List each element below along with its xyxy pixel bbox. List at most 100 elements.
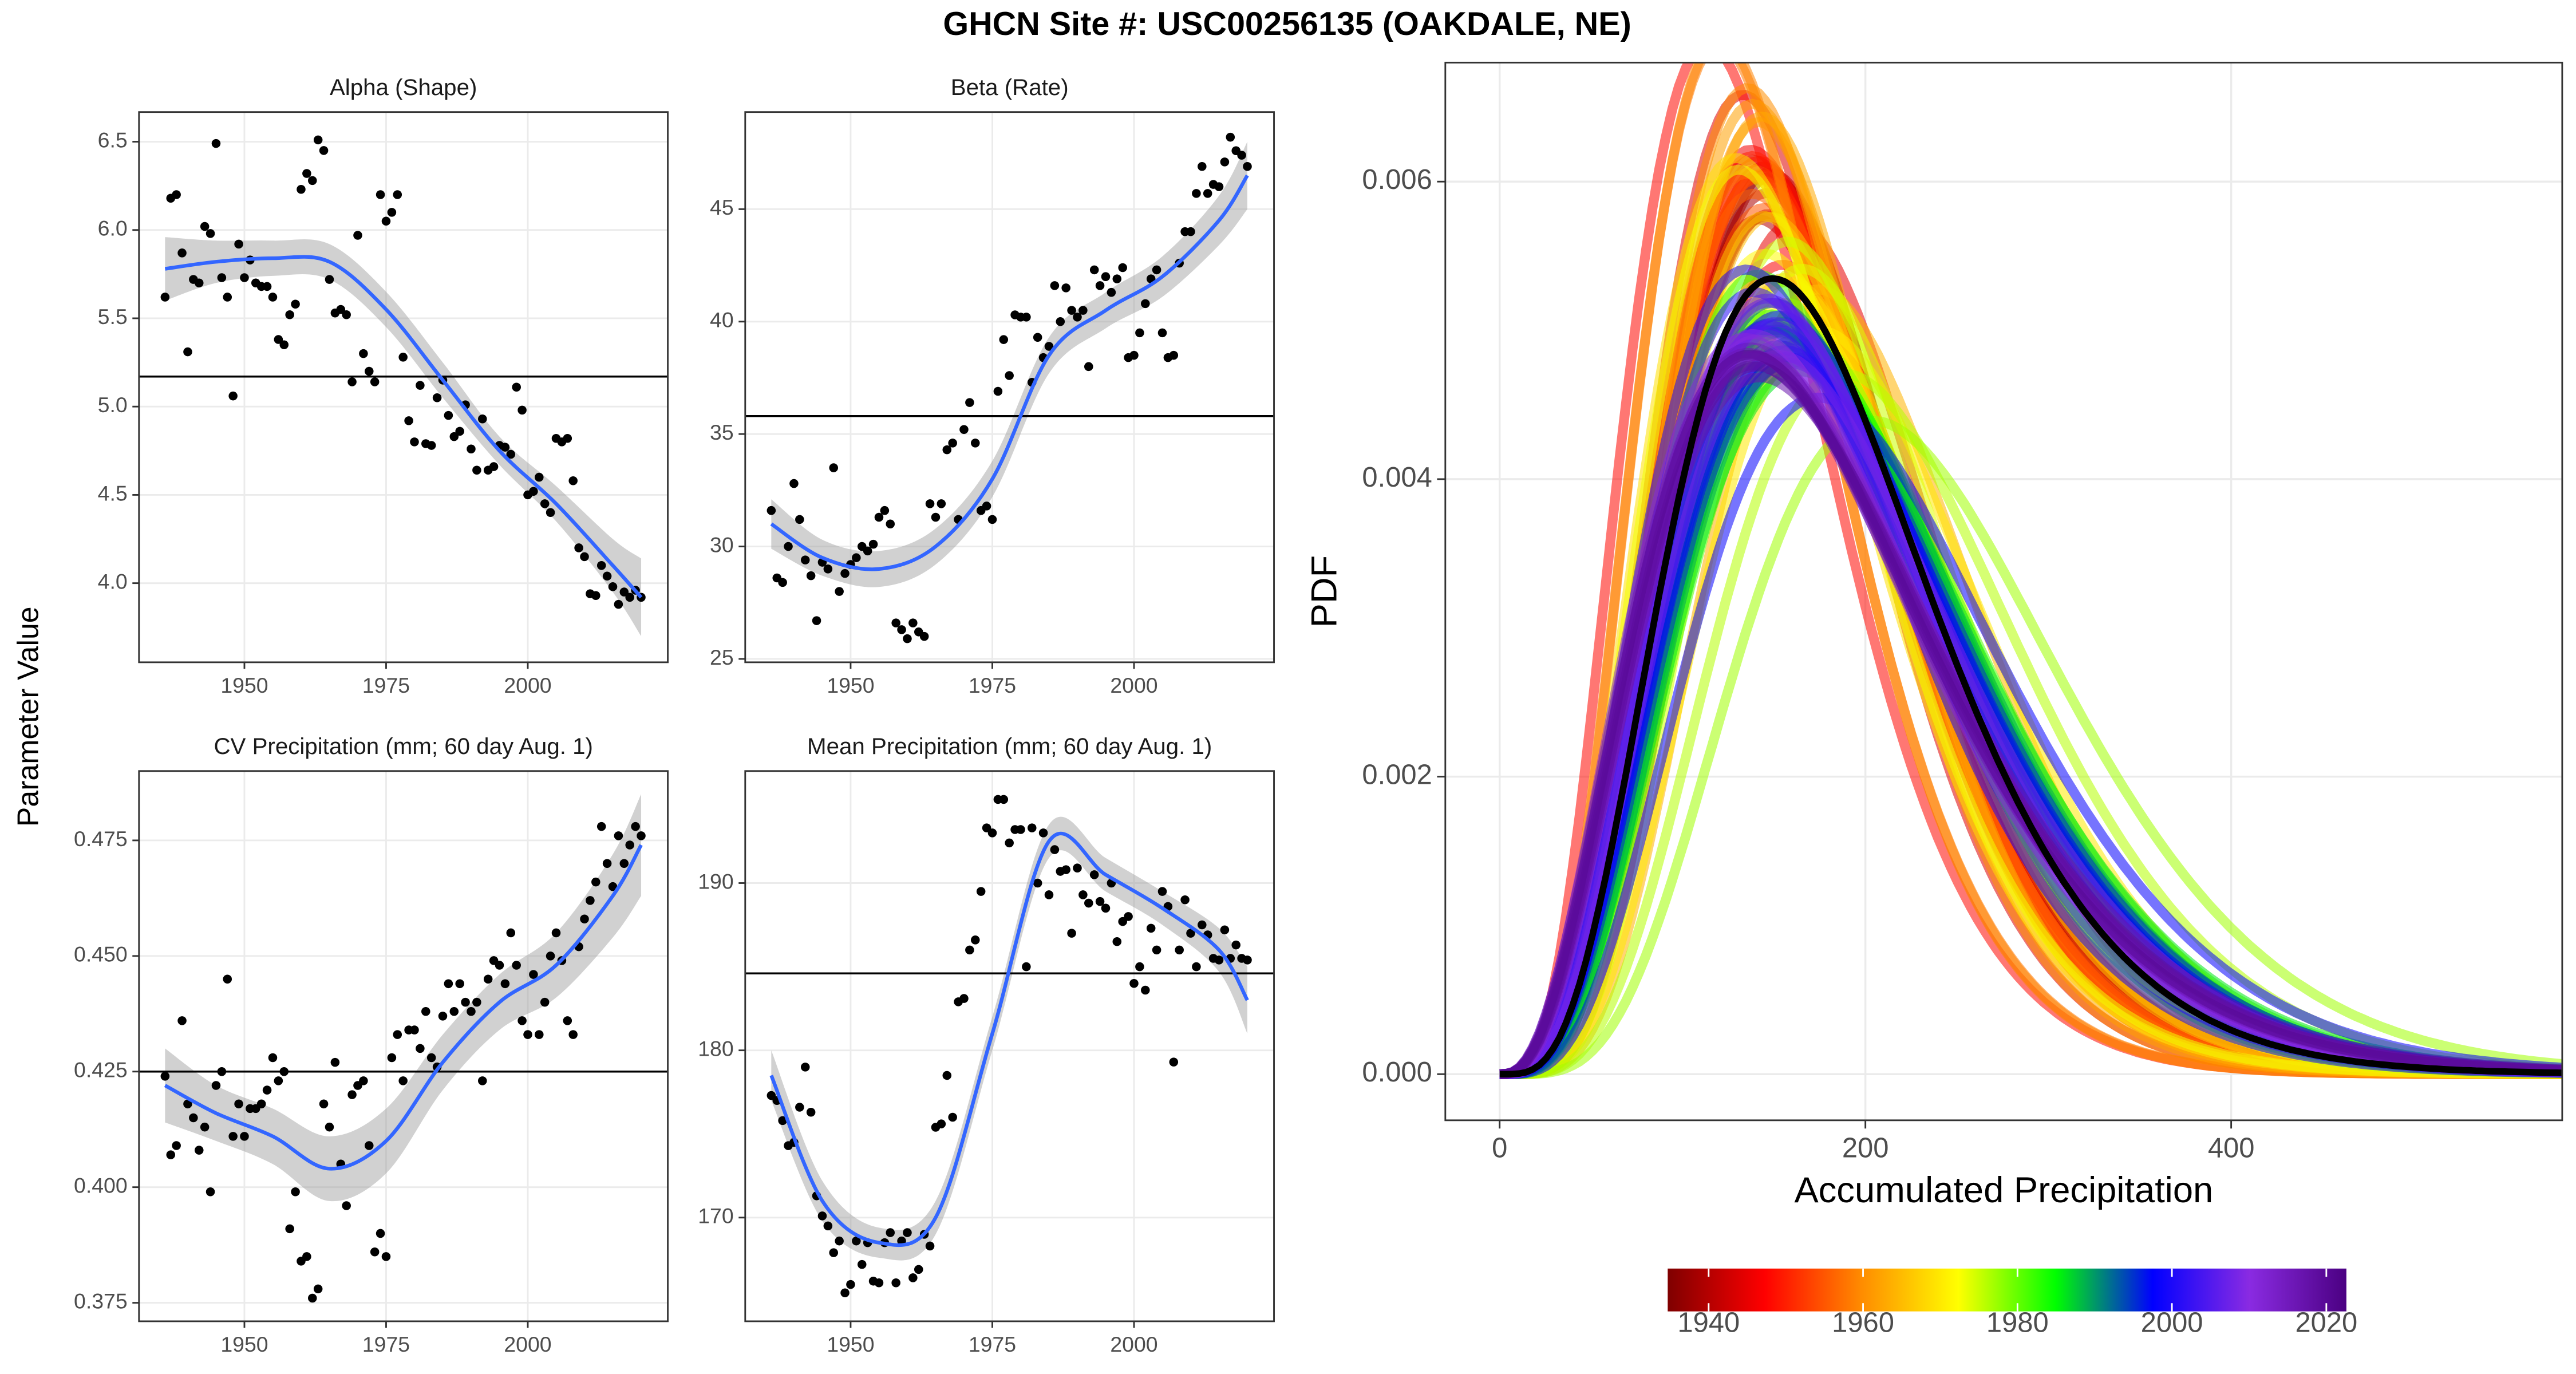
- data-point: [1129, 979, 1139, 988]
- data-point: [449, 432, 459, 441]
- data-point: [1061, 865, 1070, 874]
- data-point: [1157, 887, 1167, 896]
- data-point: [183, 1099, 192, 1109]
- smooth-line: [769, 831, 1249, 1247]
- data-point: [359, 1076, 368, 1085]
- panel-border: [744, 770, 1275, 1322]
- data-point: [812, 616, 821, 625]
- data-point: [285, 1224, 294, 1234]
- data-point: [279, 1067, 289, 1076]
- data-point: [319, 1099, 329, 1109]
- data-point: [965, 945, 974, 955]
- data-point: [483, 974, 493, 984]
- data-point: [512, 382, 521, 392]
- data-point: [1124, 912, 1133, 921]
- data-point: [608, 882, 618, 891]
- x-tick-label: 2000: [504, 673, 551, 697]
- data-point: [194, 278, 204, 288]
- data-point: [1141, 985, 1150, 995]
- data-point: [535, 1030, 544, 1039]
- data-point: [330, 1057, 340, 1067]
- data-point: [806, 571, 816, 581]
- data-point: [410, 437, 419, 447]
- data-point: [444, 410, 453, 420]
- data-point: [307, 176, 317, 185]
- data-point: [823, 1221, 833, 1231]
- data-point: [347, 377, 357, 386]
- data-point: [1084, 898, 1093, 908]
- density-curves: [1499, 62, 2562, 1079]
- x-tick-label: 1950: [827, 1332, 874, 1356]
- data-point: [506, 928, 516, 938]
- data-point: [1146, 923, 1156, 933]
- data-point: [903, 634, 912, 643]
- data-point: [591, 877, 600, 887]
- data-point: [489, 462, 499, 471]
- data-point: [942, 445, 952, 455]
- data-point: [886, 519, 895, 529]
- data-point: [970, 439, 980, 448]
- data-point: [840, 1288, 850, 1298]
- data-point: [160, 1072, 170, 1081]
- data-point: [846, 1280, 855, 1289]
- data-point: [852, 553, 861, 562]
- data-point: [189, 1113, 198, 1123]
- data-point: [319, 146, 329, 155]
- data-point: [1056, 317, 1065, 326]
- data-point: [999, 335, 1009, 344]
- data-point: [240, 273, 249, 282]
- data-point: [874, 512, 884, 522]
- y-tick-label: 25: [710, 645, 734, 669]
- data-point: [863, 546, 872, 556]
- confidence-ribbon: [165, 237, 642, 637]
- data-point: [1203, 189, 1212, 198]
- x-tick-label: 1975: [969, 1332, 1016, 1356]
- y-tick-label: 170: [698, 1204, 733, 1228]
- y-tick-label: 0.400: [74, 1174, 128, 1198]
- data-point: [478, 414, 487, 424]
- data-point: [1095, 897, 1105, 906]
- x-tick-label: 1950: [827, 673, 874, 697]
- data-point: [619, 587, 629, 597]
- smooth-line: [164, 255, 643, 599]
- data-point: [500, 443, 510, 452]
- y-tick-label: 5.0: [98, 393, 128, 417]
- data-point: [449, 1006, 459, 1016]
- data-point: [1044, 890, 1054, 899]
- data-point: [398, 353, 408, 362]
- data-point: [1089, 265, 1099, 275]
- data-point: [444, 979, 453, 989]
- data-point: [897, 625, 906, 634]
- data-point: [619, 859, 629, 868]
- data-point: [223, 293, 232, 302]
- shared-y-label: Parameter Value: [11, 606, 45, 827]
- data-point: [1073, 313, 1082, 322]
- colorbar: [1668, 1268, 2346, 1312]
- data-point: [1005, 371, 1014, 380]
- y-tick-label: 0.002: [1362, 760, 1432, 791]
- data-point: [347, 1090, 357, 1099]
- data-point: [1073, 863, 1082, 872]
- data-point: [211, 139, 221, 148]
- panel-background: [139, 112, 668, 662]
- data-point: [455, 427, 464, 436]
- data-point: [223, 974, 232, 984]
- data-point: [551, 928, 561, 938]
- data-point: [1226, 132, 1235, 142]
- data-point: [274, 1076, 283, 1085]
- data-point: [1095, 281, 1105, 290]
- data-point: [426, 1053, 436, 1063]
- data-point: [614, 831, 623, 840]
- data-point: [563, 1016, 572, 1025]
- data-point: [596, 561, 606, 570]
- data-point: [546, 951, 555, 961]
- panel-border: [1444, 61, 2563, 1122]
- data-point: [370, 1247, 380, 1257]
- data-point: [381, 1252, 391, 1261]
- data-point: [908, 618, 918, 627]
- data-point: [937, 499, 946, 508]
- data-point: [353, 231, 362, 240]
- data-point: [914, 1265, 923, 1274]
- data-point: [1135, 328, 1144, 338]
